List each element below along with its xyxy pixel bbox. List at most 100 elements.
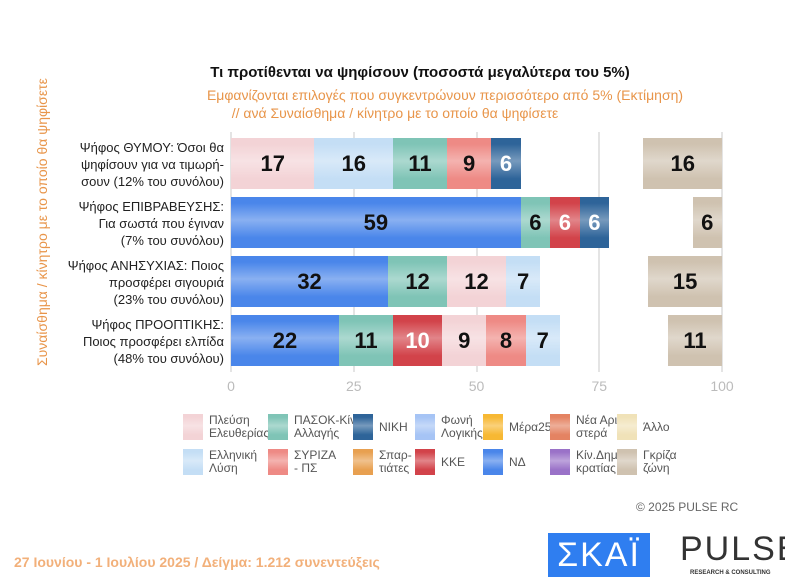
legend-label-line: ζώνη [643, 461, 670, 475]
bar-segment: 8 [486, 315, 526, 366]
pulse-logo-tagline: RESEARCH & CONSULTING [690, 570, 771, 576]
bar-segment: 11 [339, 315, 394, 366]
bar-segment: 7 [525, 315, 560, 366]
legend-label-line: τιάτες [379, 461, 410, 475]
legend-label: ΚΚΕ [441, 454, 466, 469]
legend-label-line: στερά [576, 426, 608, 440]
legend-label-line: Πλεύση [209, 413, 250, 427]
legend-label-line: Κίν.Δημο- [576, 448, 629, 462]
legend-label-line: - ΠΣ [294, 461, 318, 475]
gridline [475, 132, 478, 372]
legend-swatch [415, 414, 435, 440]
legend-item: Γκρίζα ζώνη [617, 449, 677, 475]
legend-item: Πλεύση Ελευθερίας [183, 414, 269, 440]
legend-label: ΝΔ [509, 454, 526, 469]
row-label: Ψήφος ΕΠΙΒΡΑΒΕΥΣΗΣ: Για σωστά που έγιναν (… [24, 198, 224, 249]
legend-label: Φωνή Λογικής [441, 414, 483, 440]
bar-segment: 16 [314, 138, 394, 189]
legend-label-line: ΣΥΡΙΖΑ [294, 448, 337, 462]
legend-label: Ελληνική Λύση [209, 449, 257, 475]
chart-title: Τι προτίθενται να ψηφίσουν (ποσοστά μεγα… [210, 64, 630, 81]
legend-label: Νέα Αρι-στερά [576, 414, 621, 440]
legend-label-line: Γκρίζα [643, 448, 677, 462]
bar-segment: 17 [231, 138, 315, 189]
legend-item: ΣΥΡΙΖΑ - ΠΣ [268, 449, 336, 475]
legend-item: Ελληνική Λύση [183, 449, 257, 475]
x-tick-label: 25 [345, 378, 362, 394]
grey-zone-bar: 15 [648, 256, 722, 307]
legend-label-line: ΝΔ [509, 454, 526, 469]
row-label-line: προσφέρει σιγουριά [108, 275, 224, 290]
legend-label-line: ΚΚΕ [441, 454, 466, 469]
bar-segment: 9 [442, 315, 487, 366]
legend-label-line: Λύση [209, 461, 238, 475]
grey-zone-bar: 6 [692, 197, 722, 248]
pulse-logo: PULSE [680, 530, 785, 568]
legend-label: Πλεύση Ελευθερίας [209, 414, 269, 440]
gridline [598, 132, 601, 372]
legend-label: ΝΙΚΗ [379, 420, 408, 434]
row-label-line: Ψήφος ΘΥΜΟΥ: Όσοι θα [79, 140, 224, 155]
row-label-line: σουν (12% του συνόλου) [81, 174, 224, 189]
gridline [230, 132, 232, 372]
legend-swatch [268, 449, 288, 475]
legend-item: ΚΚΕ [415, 449, 465, 475]
legend-label-line: Λογικής [441, 426, 483, 440]
row-label-line: Για σωστά που έγιναν [98, 216, 224, 231]
legend-label: Μέρα25 [509, 419, 552, 434]
legend-item: ΠΑΣΟΚ-Κίν. Αλλαγής [268, 414, 359, 440]
legend-swatch [550, 414, 570, 440]
legend-item: Άλλο [617, 414, 670, 440]
legend-swatch [353, 414, 373, 440]
legend-label-line: ΠΑΣΟΚ-Κίν. [294, 413, 360, 427]
bar-segment: 11 [393, 138, 448, 189]
legend-label-line: Αλλαγής [294, 426, 340, 440]
legend-swatch [483, 414, 503, 440]
bar-segment: 6 [579, 197, 610, 248]
row-label: Ψήφος ΑΝΗΣΥΧΙΑΣ: Ποιος προσφέρει σιγουριά… [24, 257, 224, 308]
row-label-line: ψηφίσουν για να τιμωρή- [80, 157, 224, 172]
row-label-line: (23% του συνόλου) [113, 292, 224, 307]
legend-item: Μέρα25 [483, 414, 551, 440]
x-tick-label: 0 [227, 378, 235, 394]
footer-fieldwork: 27 Ιουνίου - 1 Ιουλίου 2025 / Δείγμα: 1.… [14, 554, 380, 570]
bar-segment: 59 [231, 197, 521, 248]
legend-label: Κίν.Δημο-κρατίας [576, 449, 628, 475]
legend-swatch [483, 449, 503, 475]
row-label-line: Ψήφος ΑΝΗΣΥΧΙΑΣ: Ποιος [67, 258, 224, 273]
row-label-line: (7% του συνόλου) [120, 233, 224, 248]
row-label: Ψήφος ΘΥΜΟΥ: Όσοι θα ψηφίσουν για να τιμω… [24, 139, 224, 190]
legend-label-line: Ελληνική [209, 448, 258, 462]
legend-item: ΝΙΚΗ [353, 414, 408, 440]
legend-label-line: Σπαρ- [379, 448, 412, 462]
grey-zone-bar: 11 [667, 315, 722, 366]
bar-segment: 6 [550, 197, 580, 248]
bar-segment: 6 [491, 138, 521, 189]
bar-segment: 10 [393, 315, 443, 366]
legend-label-line: Ελευθερίας [209, 426, 270, 440]
bar-segment: 7 [505, 256, 541, 307]
legend-item: Σπαρ-τιάτες [353, 449, 412, 475]
legend-swatch [183, 414, 203, 440]
legend-item: ΝΔ [483, 449, 526, 475]
legend-item: Κίν.Δημο-κρατίας [550, 449, 628, 475]
row-label-line: (48% του συνόλου) [113, 351, 224, 366]
legend-item: Νέα Αρι-στερά [550, 414, 621, 440]
row-label: Ψήφος ΠΡΟΟΠΤΙΚΗΣ: Ποιος προσφέρει ελπίδα (… [24, 316, 224, 367]
x-tick-label: 50 [468, 378, 485, 394]
bar-segment: 12 [447, 256, 506, 307]
legend-label-line: Νέα Αρι- [576, 413, 622, 427]
gridline [721, 132, 723, 372]
legend-label-line: Φωνή [441, 413, 473, 427]
row-label-line: Ποιος προσφέρει ελπίδα [82, 334, 224, 349]
legend-swatch [268, 414, 288, 440]
grey-zone-bar: 16 [643, 138, 722, 189]
skai-logo: ΣΚΑΪ [548, 533, 650, 577]
legend-item: Φωνή Λογικής [415, 414, 483, 440]
bar-segment: 22 [231, 315, 340, 366]
bar-segment: 12 [388, 256, 448, 307]
legend-label-line: Άλλο [643, 419, 670, 434]
legend-label-line: Μέρα25 [509, 419, 552, 434]
chart-subtitle: Εμφανίζονται επιλογές που συγκεντρώνουν … [206, 87, 684, 103]
bar-segment: 6 [520, 197, 551, 248]
